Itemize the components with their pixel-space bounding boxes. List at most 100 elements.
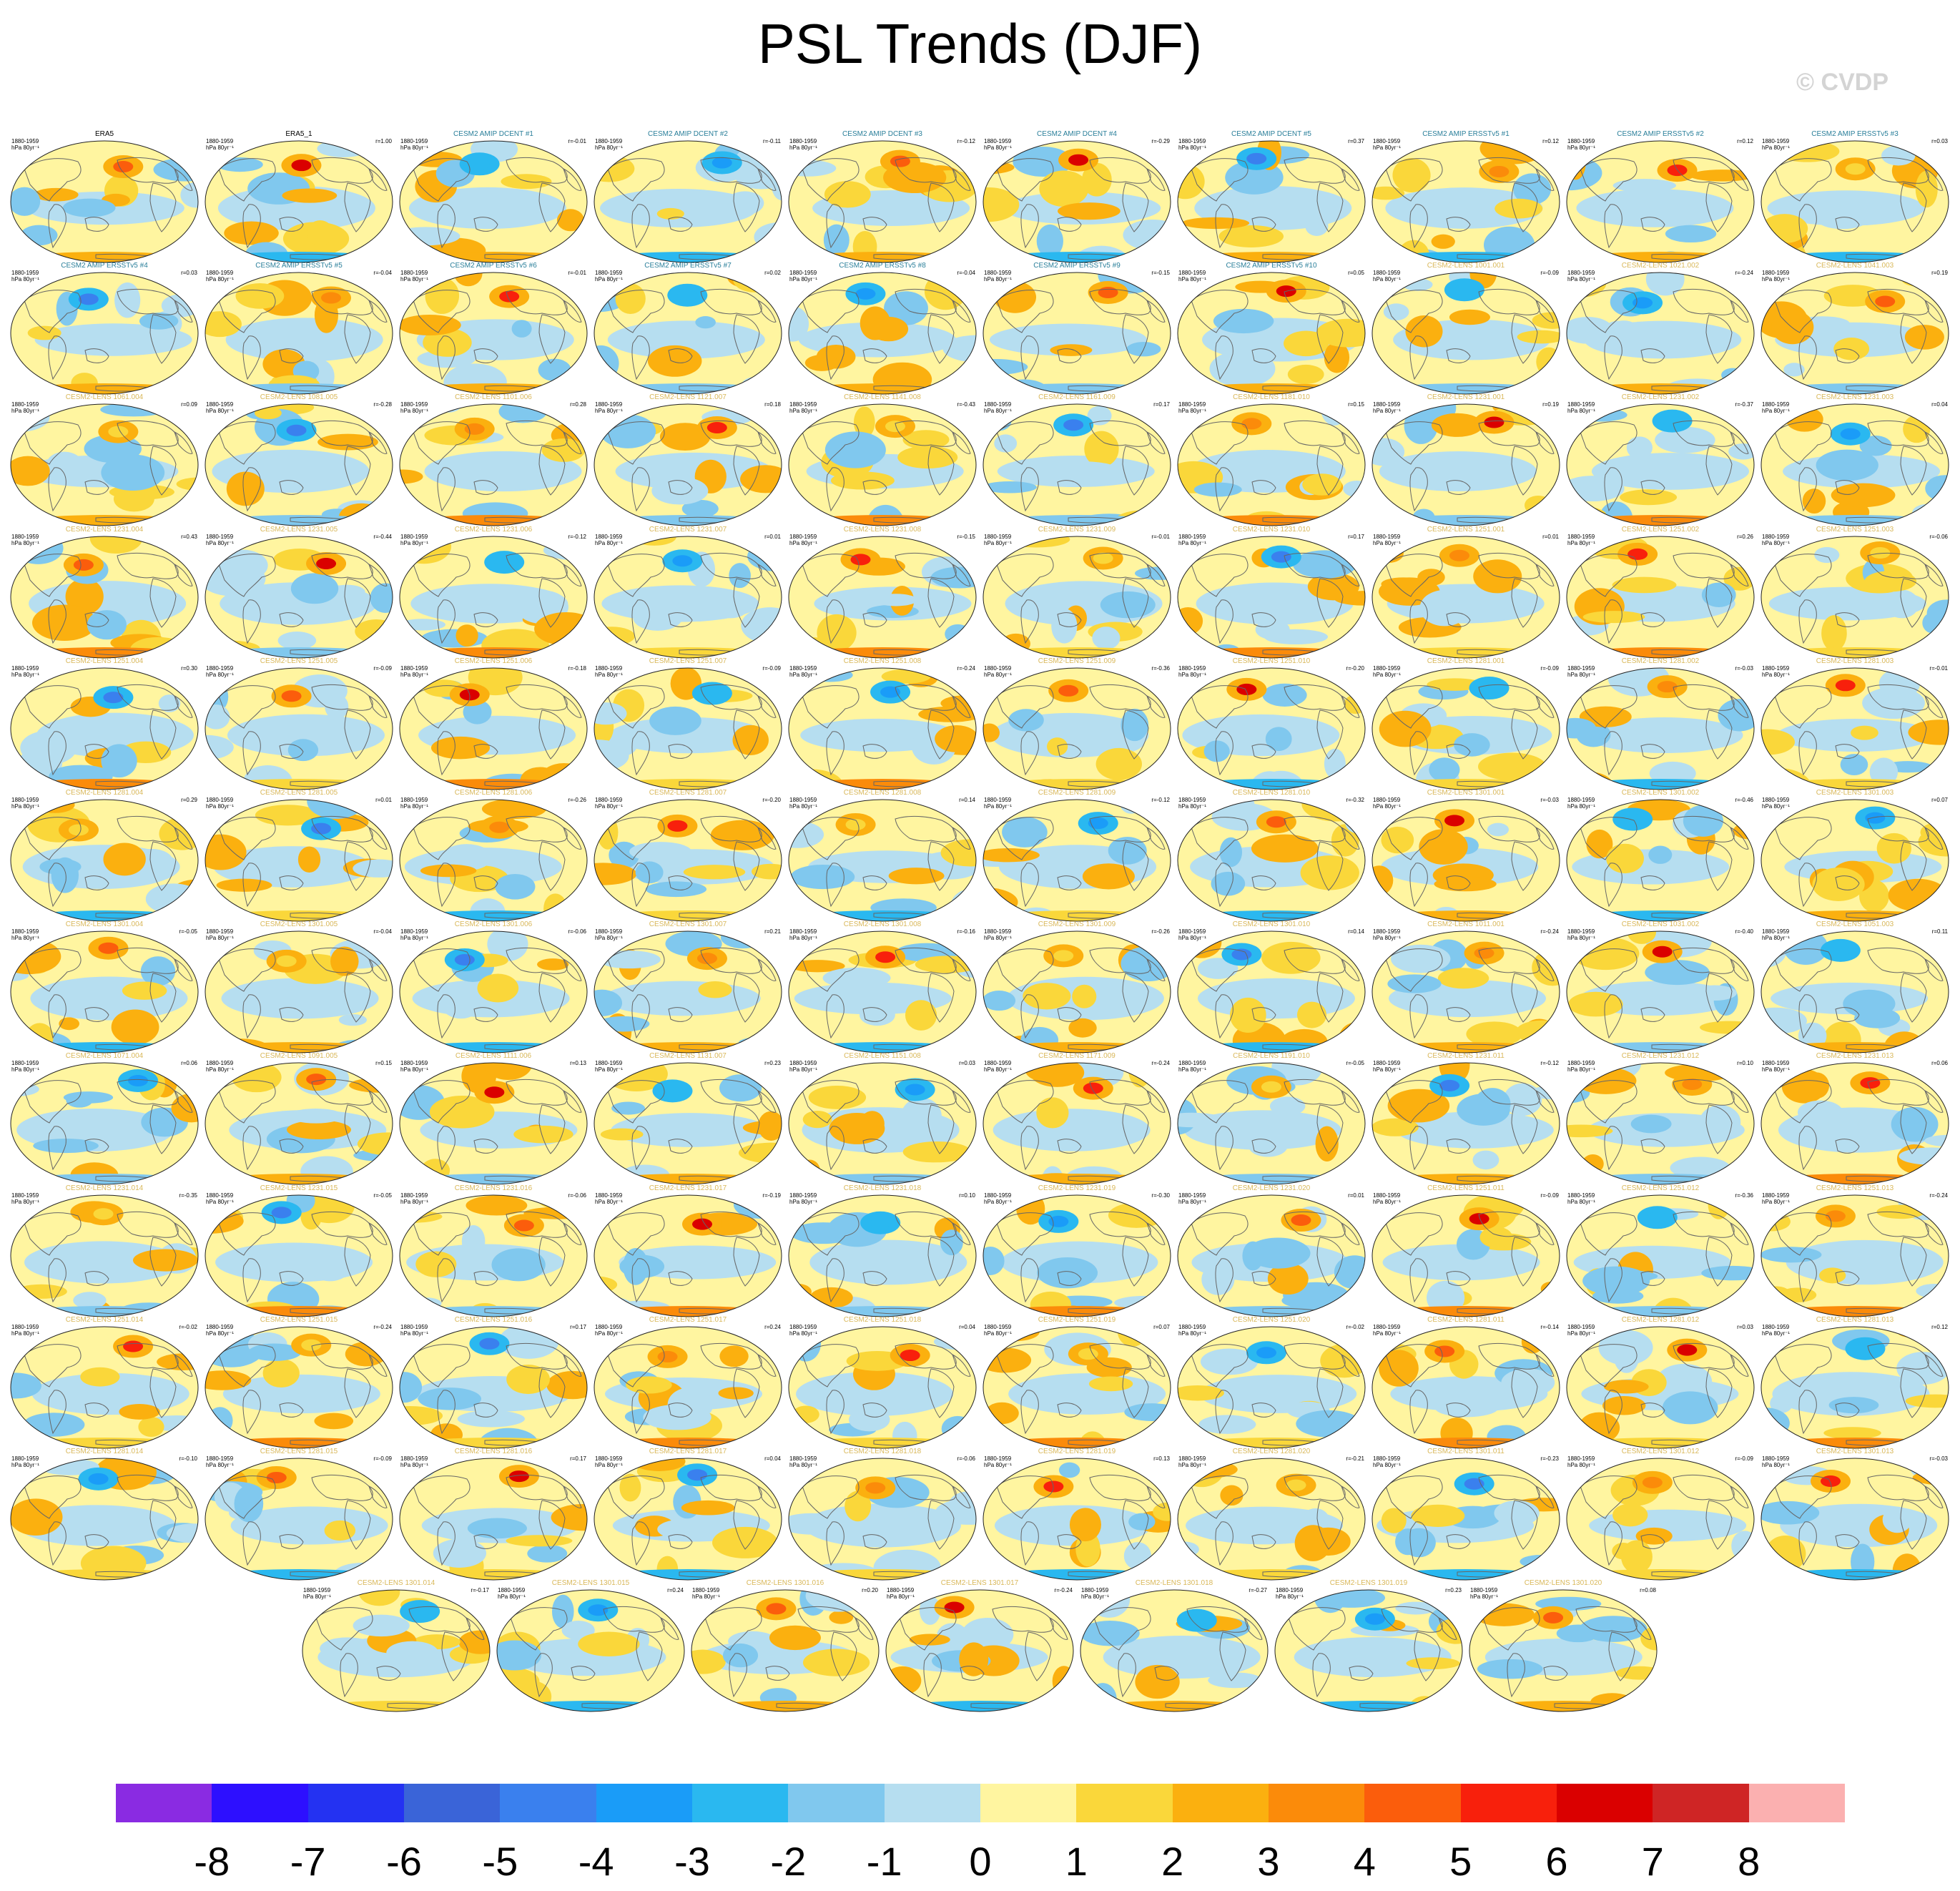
trend-blob [1287, 365, 1324, 385]
trend-blob [1612, 179, 1677, 192]
psl-trend-map [1566, 1194, 1755, 1317]
trend-blob [802, 1649, 870, 1676]
panel-pattern-correlation: r=-0.29 [1151, 138, 1170, 144]
panel-period-units: 1880-1959 hPa 80yr⁻¹ [206, 1192, 234, 1205]
panel-units: hPa 80yr⁻¹ [789, 408, 817, 415]
trend-blob [1479, 682, 1499, 694]
coastline [1511, 841, 1538, 891]
panel-period-units: 1880-1959 hPa 80yr⁻¹ [400, 138, 428, 151]
panel-units: hPa 80yr⁻¹ [1762, 144, 1790, 151]
map-panel: CESM2-LENS 1301.009 1880-1959 hPa 80yr⁻¹ r=… [981, 920, 1173, 1055]
trend-blob [726, 191, 764, 215]
coastline [218, 158, 276, 202]
panel-period: 1880-1959 [1178, 1192, 1206, 1199]
coastline [506, 552, 568, 579]
map-panel: CESM2 AMIP DCENT #4 1880-1959 hPa 80yr⁻¹ r=… [981, 130, 1173, 265]
panel-period-units: 1880-1959 hPa 80yr⁻¹ [984, 665, 1012, 678]
panel-pattern-correlation: r=0.05 [1348, 270, 1364, 277]
coastline [1730, 694, 1749, 718]
trend-blob [940, 839, 976, 867]
coastline [1089, 157, 1151, 184]
coastline [733, 578, 760, 628]
panel-units: hPa 80yr⁻¹ [1178, 276, 1206, 283]
panel-title: CESM2-LENS 1231.018 [843, 1184, 922, 1192]
trend-blob [498, 404, 548, 423]
panel-pattern-correlation: r=0.02 [764, 270, 781, 277]
trend-blob [1372, 1119, 1419, 1137]
coastline [1673, 552, 1735, 579]
panel-pattern-correlation: r=-0.37 [1735, 401, 1753, 408]
coastline [733, 1104, 760, 1155]
map-outline [1566, 403, 1755, 526]
trend-blob [1870, 546, 1891, 559]
panel-units: hPa 80yr⁻¹ [400, 539, 428, 546]
panel-period: 1880-1959 [1567, 533, 1595, 540]
coastline [757, 300, 777, 323]
psl-trend-map [594, 1062, 782, 1185]
trend-blob [1865, 812, 1886, 824]
trend-blob [1657, 680, 1678, 692]
panel-pattern-correlation: r=0.28 [570, 401, 586, 408]
coastline [1316, 578, 1344, 628]
coastline [1774, 158, 1832, 202]
trend-blob [225, 318, 383, 362]
coastline [1215, 204, 1233, 249]
panel-pattern-correlation: r=-0.35 [179, 1192, 197, 1199]
coastline [826, 335, 844, 380]
panel-pattern-correlation: r=-0.12 [1540, 1060, 1559, 1067]
panel-units: hPa 80yr⁻¹ [1373, 408, 1401, 415]
coastline [1089, 552, 1151, 579]
trend-blob [677, 289, 698, 301]
trend-blob [741, 606, 782, 644]
trend-blob [159, 817, 198, 850]
coastline [1284, 1211, 1346, 1238]
trend-blob [1241, 418, 1262, 430]
panel-units: hPa 80yr⁻¹ [400, 1066, 428, 1074]
trend-blob [594, 626, 635, 646]
trend-blob [626, 1376, 672, 1394]
coastline [802, 685, 860, 729]
trend-blob [1477, 565, 1506, 587]
psl-trend-map [983, 930, 1171, 1053]
panel-title: CESM2-LENS 1091.005 [260, 1052, 338, 1061]
coastline [1798, 599, 1817, 644]
psl-trend-map [205, 1194, 393, 1317]
trend-blob [817, 614, 857, 652]
map-outline [788, 403, 977, 526]
map-panel: CESM2-LENS 1111.006 1880-1959 hPa 80yr⁻¹ r=… [398, 1052, 589, 1187]
map-panel: CESM2-LENS 1251.011 1880-1959 hPa 80yr⁻¹ r=… [1370, 1184, 1562, 1319]
coastline [895, 289, 957, 315]
map-outline [399, 140, 588, 263]
trend-blob [1123, 219, 1171, 251]
coastline [279, 1139, 304, 1154]
map-panel: CESM2 AMIP DCENT #5 1880-1959 hPa 80yr⁻¹ r=… [1176, 130, 1367, 265]
trend-blob [1798, 1022, 1827, 1050]
trend-blob [1454, 732, 1490, 757]
map-panel: CESM2-LENS 1231.011 1880-1959 hPa 80yr⁻¹ r=… [1370, 1052, 1562, 1187]
coastline [826, 599, 844, 644]
trend-blob [1292, 549, 1357, 579]
coastline [473, 743, 498, 759]
coastline [1774, 553, 1832, 597]
psl-trend-map [1177, 667, 1366, 790]
trend-blob [420, 864, 477, 878]
trend-blob [1818, 1267, 1846, 1283]
map-panel: CESM2-LENS 1231.012 1880-1959 hPa 80yr⁻¹ r=… [1565, 1052, 1756, 1187]
trend-blob [924, 272, 967, 310]
trend-blob [1439, 1063, 1470, 1084]
panel-pattern-correlation: r=0.37 [1348, 138, 1364, 144]
map-panel: CESM2-LENS 1251.008 1880-1959 hPa 80yr⁻¹ r=… [787, 657, 978, 792]
trend-blob [1209, 350, 1276, 388]
trend-blob [1036, 1097, 1069, 1129]
map-panel: CESM2-LENS 1011.001 1880-1959 hPa 80yr⁻¹ r=… [1370, 920, 1562, 1055]
trend-blob [789, 306, 809, 342]
trend-blob [1454, 284, 1474, 296]
coastline [1146, 1222, 1166, 1245]
coastline [1057, 348, 1082, 364]
coastline [506, 157, 568, 184]
trend-blob [1251, 834, 1319, 863]
psl-trend-map [1177, 403, 1366, 526]
trend-blob [691, 1649, 726, 1674]
trend-blob [1831, 483, 1896, 508]
trend-blob [73, 559, 94, 571]
